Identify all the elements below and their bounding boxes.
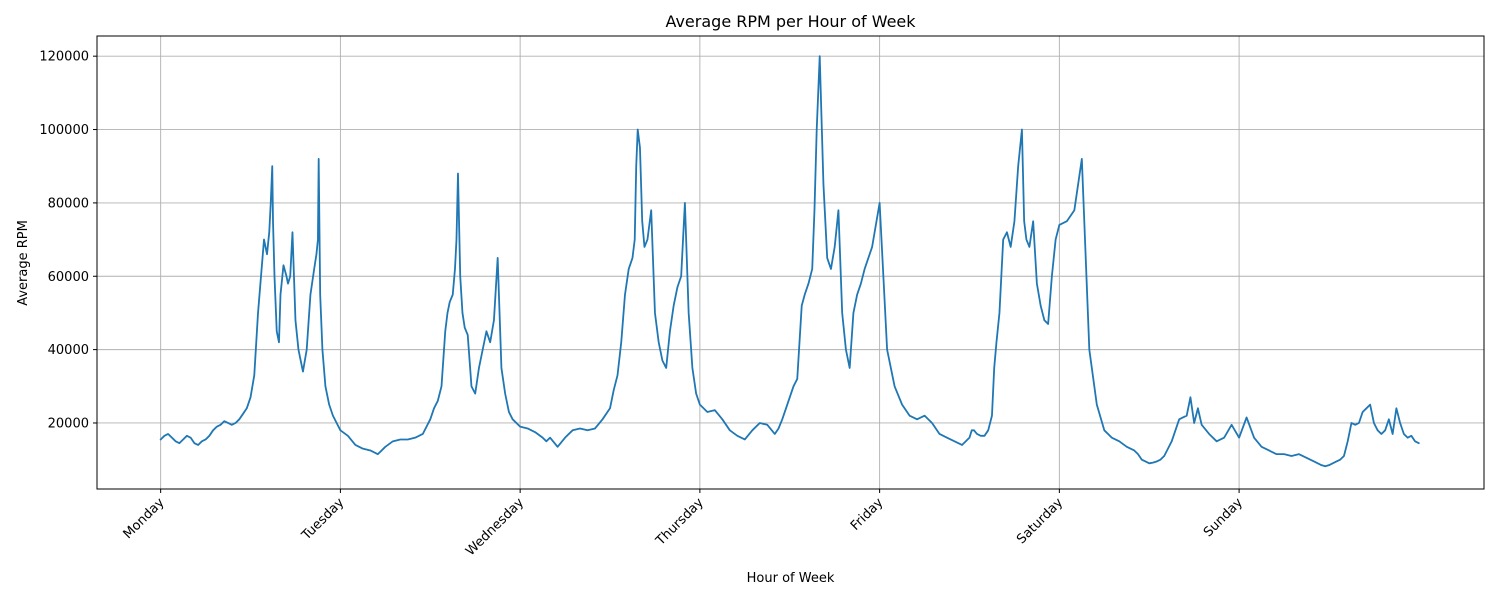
x-tick-label: Sunday [1201, 495, 1246, 540]
chart-title: Average RPM per Hour of Week [665, 12, 916, 31]
y-tick-label: 100000 [39, 123, 89, 138]
plot-frame [96, 35, 1485, 490]
x-axis-ticks: Monday Tuesday Wednesday Thursday Friday Satu… [121, 489, 1246, 559]
y-tick-label: 80000 [48, 196, 89, 211]
y-axis-ticks: 20000 40000 60000 80000 100000 120000 [39, 50, 97, 431]
y-tick-label: 120000 [39, 50, 89, 65]
x-tick-label: Thursday [653, 495, 707, 549]
x-tick-label: Monday [121, 495, 168, 542]
x-tick-label: Friday [848, 495, 887, 534]
y-tick-label: 40000 [48, 343, 89, 358]
series-layer [159, 55, 1420, 468]
series-line [159, 55, 1420, 468]
y-tick-label: 60000 [48, 270, 89, 285]
x-axis-label: Hour of Week [747, 571, 835, 586]
y-axis-label: Average RPM [16, 220, 31, 306]
y-tick-label: 20000 [48, 416, 89, 431]
grid [97, 36, 1484, 489]
x-tick-label: Saturday [1014, 495, 1066, 547]
x-tick-label: Tuesday [299, 495, 348, 544]
x-tick-label: Wednesday [463, 495, 527, 559]
